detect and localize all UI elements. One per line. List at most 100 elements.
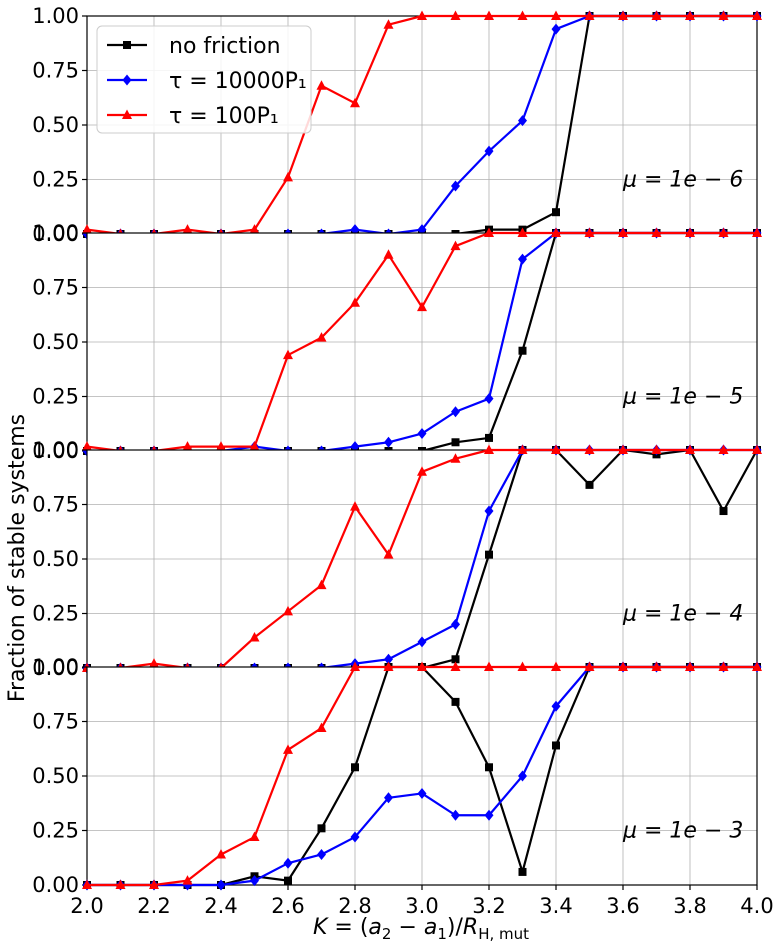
x-tick-label: 2.0 xyxy=(70,894,103,918)
y-tick-label: 0.25 xyxy=(32,819,79,843)
data-point xyxy=(484,505,494,517)
y-tick-label: 0.00 xyxy=(32,873,79,897)
data-point xyxy=(551,10,561,20)
legend: no friction τ = 10000P₁ τ = 100P₁ xyxy=(96,25,312,134)
data-point xyxy=(752,661,762,671)
y-tick-label: 0.50 xyxy=(32,113,79,137)
data-point xyxy=(451,809,460,821)
legend-marker xyxy=(123,41,131,49)
data-point xyxy=(551,444,561,454)
data-point xyxy=(450,240,461,251)
data-point xyxy=(651,10,662,20)
data-point xyxy=(383,661,394,671)
data-point xyxy=(718,227,729,237)
data-point xyxy=(82,224,92,234)
x-tick-label: 3.2 xyxy=(472,894,505,918)
data-point xyxy=(417,10,427,20)
data-point xyxy=(283,605,293,616)
data-point xyxy=(484,10,494,20)
data-point xyxy=(350,224,360,236)
data-point xyxy=(283,349,293,360)
data-point xyxy=(551,227,561,237)
data-point xyxy=(484,444,494,454)
data-point xyxy=(451,655,460,664)
data-point xyxy=(685,444,695,454)
data-point xyxy=(317,848,326,860)
data-point xyxy=(384,792,393,804)
data-point xyxy=(216,441,226,451)
data-point xyxy=(551,661,561,671)
x-tick-label: 3.4 xyxy=(539,894,572,918)
data-point xyxy=(384,653,393,665)
data-point xyxy=(484,145,494,157)
legend-item-100p: τ = 100P₁ xyxy=(107,104,279,129)
data-point xyxy=(182,441,193,451)
data-point xyxy=(350,297,360,307)
panels-group: 0.000.250.500.751.00μ = 1e − 60.000.250.… xyxy=(32,4,773,918)
data-point xyxy=(651,227,662,237)
data-point xyxy=(618,661,628,671)
panel-annotation: μ = 1e − 5 xyxy=(622,385,743,410)
data-point xyxy=(685,10,695,20)
data-point xyxy=(484,227,494,237)
data-point xyxy=(651,444,662,454)
legend-marker xyxy=(122,109,132,119)
x-axis-label: K = (a2 − a1)/RH, mut xyxy=(313,915,529,943)
y-tick-label: 0.00 xyxy=(32,656,79,680)
data-point xyxy=(249,224,260,234)
data-point xyxy=(552,208,560,217)
data-point xyxy=(417,636,427,648)
data-point xyxy=(417,787,427,799)
y-tick-label: 0.75 xyxy=(32,276,79,300)
x-tick-label: 2.8 xyxy=(338,894,371,918)
data-point xyxy=(351,763,359,772)
y-tick-label: 0.50 xyxy=(32,330,79,354)
panel-2: 0.00 0.25 0.50 0.75 1.00 μ = 1e − 5 xyxy=(32,221,762,463)
data-point xyxy=(216,879,226,891)
data-point xyxy=(451,618,460,630)
data-point xyxy=(149,658,159,668)
data-point xyxy=(417,661,427,671)
y-tick-label: 0.25 xyxy=(32,602,79,626)
data-point xyxy=(249,631,260,642)
x-tick-label: 2.2 xyxy=(137,894,170,918)
data-point xyxy=(719,507,728,516)
series-100p xyxy=(82,661,762,889)
x-tick-label: 2.4 xyxy=(204,894,237,918)
data-point xyxy=(451,406,460,418)
data-point xyxy=(417,224,427,236)
data-point xyxy=(485,763,493,772)
data-point xyxy=(384,436,393,448)
data-point xyxy=(718,10,729,20)
data-point xyxy=(316,579,327,590)
legend-label: τ = 100P₁ xyxy=(169,104,279,129)
data-point xyxy=(283,171,293,182)
data-point xyxy=(518,770,527,782)
x-tick-label: 4.0 xyxy=(740,894,773,918)
data-point xyxy=(316,722,327,733)
data-point xyxy=(584,444,595,454)
data-point xyxy=(584,661,595,671)
data-point xyxy=(350,441,360,453)
y-tick-label: 1.00 xyxy=(32,4,79,28)
data-point xyxy=(551,700,561,712)
data-point xyxy=(316,80,327,90)
data-point xyxy=(685,661,695,671)
data-point xyxy=(417,301,427,312)
data-point xyxy=(584,227,595,237)
data-point xyxy=(685,227,695,237)
y-tick-label: 0.00 xyxy=(32,222,79,246)
data-point xyxy=(417,466,427,476)
y-tick-label: 1.00 xyxy=(32,221,79,245)
y-tick-label: 0.50 xyxy=(32,547,79,571)
data-point xyxy=(618,444,628,454)
data-point xyxy=(618,10,628,20)
data-point xyxy=(752,444,762,454)
data-point xyxy=(317,824,326,833)
x-tick-label: 3.8 xyxy=(673,894,706,918)
data-point xyxy=(485,433,493,442)
data-point xyxy=(216,848,226,859)
data-point xyxy=(517,661,528,671)
panel-annotation: μ = 1e − 3 xyxy=(622,819,743,844)
